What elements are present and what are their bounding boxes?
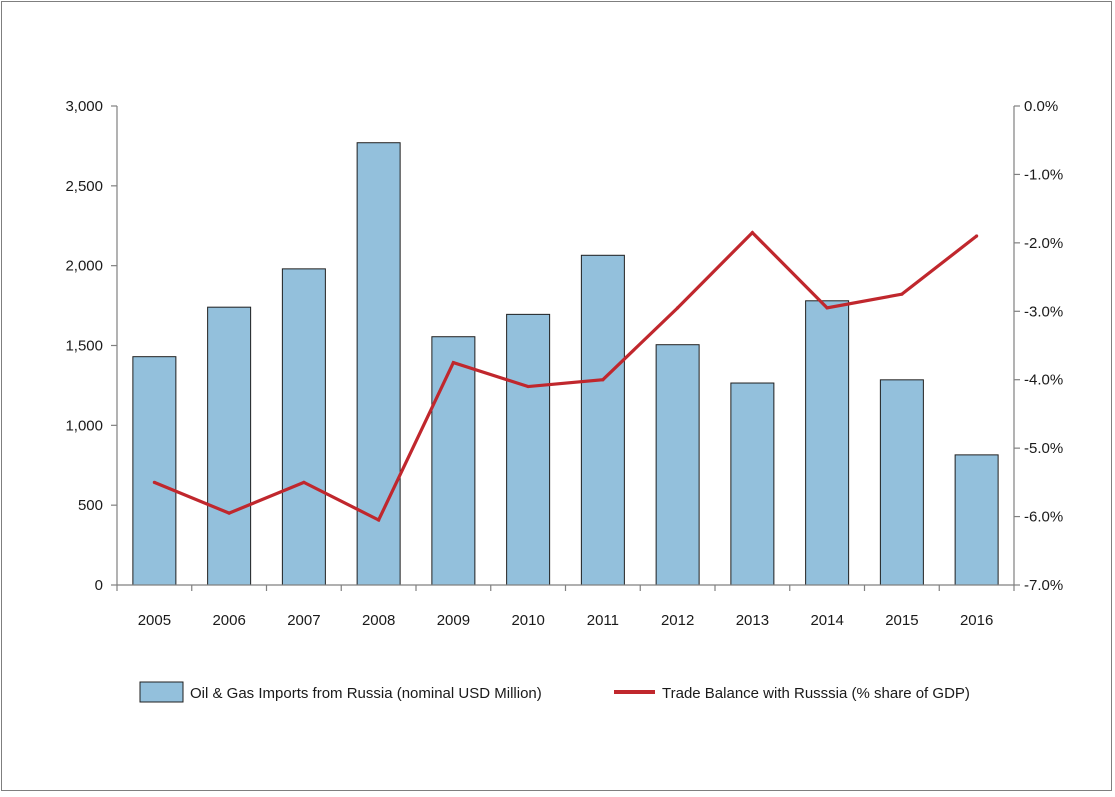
line-point-2005 bbox=[152, 480, 156, 484]
x-tick-label-2009: 2009 bbox=[437, 612, 470, 629]
legend-line-label: Trade Balance with Russsia (% share of G… bbox=[662, 685, 970, 702]
line-series bbox=[152, 230, 979, 523]
axes: 0 500 1,000 1,500 2,000 2,500 3,000 -7.0% -6.0% -… bbox=[65, 98, 1063, 629]
right-tick-label: -7.0% bbox=[1024, 577, 1063, 594]
bar-2009 bbox=[431, 336, 476, 586]
bar-2016 bbox=[954, 454, 999, 586]
bar-2007 bbox=[281, 268, 326, 586]
x-tick-label-2015: 2015 bbox=[885, 612, 918, 629]
left-tick-label: 500 bbox=[78, 497, 103, 514]
line-point-2007 bbox=[302, 480, 306, 484]
left-tick-label: 2,000 bbox=[65, 258, 103, 275]
x-tick-label-2010: 2010 bbox=[511, 612, 544, 629]
x-tick-label-2008: 2008 bbox=[362, 612, 395, 629]
right-tick-label: 0.0% bbox=[1024, 98, 1058, 115]
line-point-2008 bbox=[377, 518, 381, 522]
x-tick-label-2007: 2007 bbox=[287, 612, 320, 629]
bar-series bbox=[132, 142, 999, 586]
bar-2010 bbox=[506, 313, 551, 586]
x-tick-label-2014: 2014 bbox=[810, 612, 843, 629]
legend-bar-label: Oil & Gas Imports from Russia (nominal U… bbox=[190, 685, 542, 702]
bar-2012 bbox=[655, 344, 700, 586]
x-tick-label-2011: 2011 bbox=[587, 612, 619, 629]
line-point-2014 bbox=[825, 306, 829, 310]
x-tick-label-2006: 2006 bbox=[212, 612, 245, 629]
line-point-2016 bbox=[975, 234, 979, 238]
bar-2006 bbox=[207, 306, 252, 586]
left-tick-label: 1,000 bbox=[65, 417, 103, 434]
bar-2013 bbox=[730, 382, 775, 586]
x-tick-label-2013: 2013 bbox=[736, 612, 769, 629]
left-tick-label: 1,500 bbox=[65, 338, 103, 355]
bar-2005 bbox=[132, 356, 177, 586]
left-tick-label: 0 bbox=[95, 577, 103, 594]
bar-2014 bbox=[805, 300, 850, 586]
legend-bar-swatch bbox=[139, 681, 184, 703]
line-point-2010 bbox=[526, 384, 530, 389]
line-point-2012 bbox=[676, 306, 680, 310]
right-tick-label: -3.0% bbox=[1024, 303, 1063, 320]
x-tick-label-2016: 2016 bbox=[960, 612, 993, 629]
right-tick-label: -6.0% bbox=[1024, 509, 1063, 526]
x-tick-label-2012: 2012 bbox=[661, 612, 694, 629]
x-tick-label-2005: 2005 bbox=[138, 612, 171, 629]
right-tick-label: -5.0% bbox=[1024, 440, 1063, 457]
right-tick-label: -1.0% bbox=[1024, 166, 1063, 183]
right-tick-label: -2.0% bbox=[1024, 235, 1063, 252]
line-point-2009 bbox=[451, 361, 455, 365]
bar-2015 bbox=[879, 379, 924, 586]
trade-balance-line bbox=[153, 230, 978, 523]
line-point-2006 bbox=[227, 511, 231, 515]
right-tick-label: -4.0% bbox=[1024, 372, 1063, 389]
line-point-2015 bbox=[900, 292, 904, 296]
line-point-2011 bbox=[601, 378, 605, 382]
left-tick-label: 2,500 bbox=[65, 178, 103, 195]
line-point-2013 bbox=[750, 230, 754, 235]
bar-2011 bbox=[580, 254, 625, 586]
left-tick-label: 3,000 bbox=[65, 98, 103, 115]
legend: Oil & Gas Imports from Russia (nominal U… bbox=[139, 681, 970, 703]
